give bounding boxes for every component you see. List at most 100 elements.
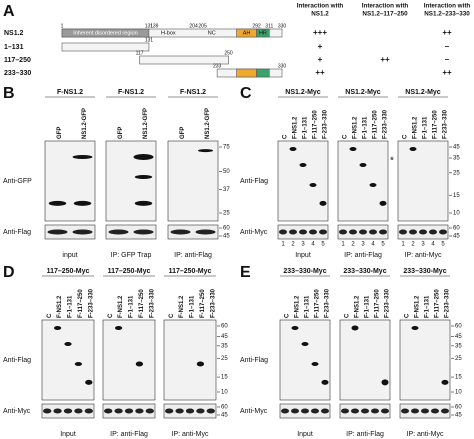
band [311, 408, 319, 414]
lane-number: 2 [291, 242, 295, 248]
column-header: 233–330-Myc [403, 268, 446, 275]
band [299, 229, 307, 235]
mw-label: 25 [221, 356, 228, 362]
band [429, 229, 437, 235]
band [311, 362, 319, 366]
lane-label: C [169, 313, 175, 318]
lane-label: GFP [180, 127, 186, 139]
band [319, 200, 327, 206]
position-label: 131 [145, 23, 154, 29]
lane-number: 5 [441, 242, 445, 248]
mw-label: 37 [223, 187, 230, 193]
lane-label: NS1.2-GFP [82, 108, 88, 139]
band [196, 408, 205, 414]
lane-label: F-117–250 [78, 289, 84, 318]
caption: IP: anti-Myc [405, 252, 442, 259]
band [349, 147, 357, 151]
band [431, 408, 439, 414]
blot-top [167, 140, 219, 222]
band [351, 325, 359, 331]
lane-label: GFP [118, 127, 124, 139]
band [409, 229, 417, 235]
band [114, 326, 123, 330]
lane-label: F-233–330 [149, 288, 155, 318]
band [341, 408, 349, 414]
table-cell: – [445, 42, 450, 51]
position-label: 233 [213, 63, 222, 69]
mw-label: 45 [223, 234, 230, 240]
lane-number: 1 [341, 242, 345, 248]
lane-label: NS1.2-GFP [205, 108, 211, 139]
row-label: Anti-Flag [240, 178, 268, 185]
table-header: NS1.2 [311, 11, 329, 18]
band [135, 361, 144, 367]
position-label: 139 [150, 23, 159, 29]
lane-label: F-117–250 [313, 110, 319, 139]
lane-label: F-NS1.2 [295, 295, 301, 318]
mw-label: 25 [223, 211, 230, 217]
band [73, 200, 92, 206]
mw-label: 60 [223, 226, 230, 232]
mw-label: 45 [221, 334, 228, 340]
construct-name: 233–330 [4, 70, 31, 77]
lane-label: C [47, 313, 53, 318]
band [134, 175, 153, 179]
band [411, 408, 419, 414]
band [321, 379, 329, 385]
band [133, 154, 154, 160]
band [351, 408, 359, 414]
mw-label: 45 [453, 145, 460, 151]
table-cell: ++ [442, 28, 452, 37]
position-label: 292 [252, 23, 261, 29]
blot-bottom [44, 224, 96, 240]
table-header: NS1.2–117–250 [362, 11, 408, 18]
lane-number: 1 [281, 242, 285, 248]
caption: IP: anti-Myc [172, 431, 209, 438]
lane-label: F-1–131 [365, 295, 371, 318]
band [419, 229, 427, 235]
band [421, 408, 429, 414]
band [339, 229, 347, 235]
mw-label: 35 [221, 343, 228, 349]
lane-label: F-1–131 [305, 295, 311, 318]
band [291, 326, 299, 330]
caption: IP: anti-Flag [174, 252, 212, 259]
lane-label: NS1.2-GFP [143, 108, 149, 139]
band [72, 155, 93, 159]
band [299, 163, 307, 167]
lane-label: F-NS1.2 [293, 116, 299, 139]
caption: IP: anti-Flag [110, 431, 148, 438]
table-cell: ++ [442, 68, 452, 77]
band [74, 362, 83, 366]
lane-number: 1 [401, 242, 405, 248]
table-cell: ++ [315, 68, 325, 77]
position-label: 205 [198, 23, 207, 29]
band [279, 229, 287, 235]
caption: Input [295, 252, 311, 259]
band [371, 408, 379, 414]
band [165, 408, 174, 414]
blot-top [279, 319, 331, 401]
band [441, 408, 449, 414]
band [319, 229, 327, 235]
band [381, 408, 389, 414]
lane-label: F-233–330 [383, 109, 389, 139]
row-label: Anti-Flag [3, 229, 31, 236]
column-header: 117–250-Myc [169, 268, 212, 275]
column-header: 117–250-Myc [108, 268, 151, 275]
blot-top [105, 140, 157, 222]
mw-label: 60 [453, 226, 460, 232]
band [47, 229, 68, 235]
lane-label: F-1–131 [129, 295, 135, 318]
table-cell: – [445, 55, 450, 64]
caption: IP: anti-Flag [346, 431, 384, 438]
band [43, 408, 52, 414]
band [359, 229, 367, 235]
caption: Input [60, 431, 76, 438]
caption: IP: GFP Trap [111, 252, 152, 259]
panel-label: B [3, 85, 15, 102]
band [135, 408, 144, 414]
band [369, 229, 377, 235]
lane-number: 2 [411, 242, 415, 248]
